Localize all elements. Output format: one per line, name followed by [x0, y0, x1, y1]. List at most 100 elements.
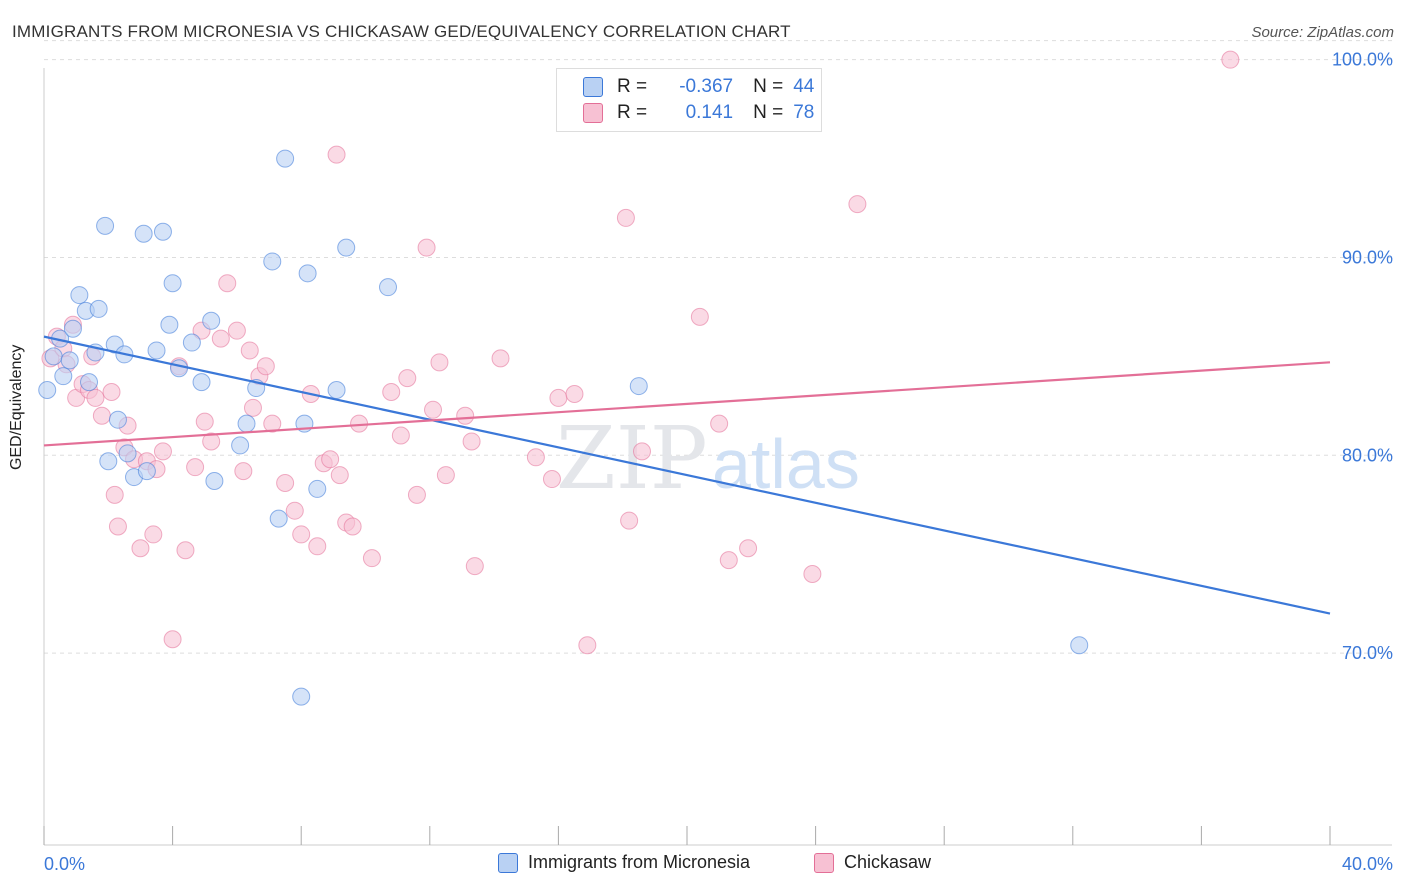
r-value-chickasaw: 0.141 — [685, 102, 734, 123]
chart-title: IMMIGRANTS FROM MICRONESIA VS CHICKASAW … — [12, 22, 791, 41]
micronesia-point — [134, 224, 153, 243]
y-axis-label: GED/Equivalency — [8, 344, 25, 470]
axes — [43, 68, 1392, 846]
legend-label-micronesia: Immigrants from Micronesia — [528, 852, 751, 872]
pink-swatch — [814, 852, 834, 873]
chickasaw-point — [398, 369, 417, 388]
micronesia-point — [1070, 636, 1089, 655]
chickasaw-point — [456, 406, 475, 425]
chickasaw-point — [462, 432, 481, 451]
micronesia-point — [153, 222, 172, 241]
x-tick-label-max: 40.0% — [1342, 854, 1393, 874]
micronesia-point — [298, 264, 317, 283]
chickasaw-point — [578, 636, 597, 655]
n-label: N = — [753, 76, 784, 97]
chickasaw-point — [240, 341, 259, 360]
chickasaw-point — [263, 414, 282, 433]
chickasaw-point — [382, 383, 401, 402]
chickasaw-point — [131, 539, 150, 558]
micronesia-point — [99, 452, 118, 471]
chickasaw-point — [256, 357, 275, 376]
chickasaw-point — [343, 517, 362, 536]
chickasaw-point — [848, 195, 867, 214]
stats-legend-row-chickasaw: R = 0.141 N = 78 — [583, 101, 814, 125]
micronesia-points — [38, 149, 1089, 706]
chickasaw-point — [276, 473, 295, 492]
chickasaw-point — [465, 557, 484, 576]
chickasaw-point — [285, 501, 304, 520]
micronesia-point — [170, 359, 189, 378]
micronesia-point — [263, 252, 282, 271]
micronesia-point — [44, 347, 63, 366]
chickasaw-point — [616, 208, 635, 227]
micronesia-point — [292, 687, 311, 706]
chickasaw-point — [362, 549, 381, 568]
chickasaw-point — [391, 426, 410, 445]
chickasaw-point — [86, 388, 105, 407]
chickasaw-point — [739, 539, 758, 558]
micronesia-point — [160, 315, 179, 334]
n-value-chickasaw: 78 — [793, 102, 815, 123]
stats-legend-row-micronesia: R = -0.367 N = 44 — [583, 75, 814, 99]
trend-lines — [43, 335, 1331, 615]
micronesia-point — [63, 319, 82, 338]
chickasaw-point — [330, 466, 349, 485]
watermark-atlas: atlas — [712, 425, 860, 503]
micronesia-point — [327, 381, 346, 400]
blue-swatch — [498, 852, 518, 873]
chickasaw-point — [565, 384, 584, 403]
series-legend: Immigrants from Micronesia Chickasaw — [0, 852, 1406, 878]
chickasaw-point — [1221, 50, 1240, 69]
chickasaw-point — [202, 432, 221, 451]
micronesia-point — [108, 410, 127, 429]
micronesia-point — [205, 472, 224, 491]
stats-legend: R = -0.367 N = 44 R = 0.141 N = 78 — [556, 68, 822, 132]
chickasaw-point — [549, 388, 568, 407]
r-label: R = — [617, 102, 648, 123]
chickasaw-point — [526, 448, 545, 467]
pink-swatch — [583, 103, 603, 123]
n-value-micronesia: 44 — [793, 76, 815, 97]
micronesia-point — [629, 377, 648, 396]
micronesia-point — [137, 462, 156, 481]
micronesia-point — [54, 367, 73, 386]
chickasaw-point — [436, 466, 455, 485]
micronesia-point — [38, 381, 57, 400]
micronesia-point — [231, 436, 250, 455]
chickasaw-point — [211, 329, 230, 348]
micronesia-point — [337, 238, 356, 257]
chickasaw-point — [195, 412, 214, 431]
micronesia-point — [192, 373, 211, 392]
tick-labels: 70.0% 80.0% 90.0% 100.0% 0.0% 40.0% — [44, 50, 1393, 874]
chickasaw-points — [41, 50, 1240, 655]
chickasaw-point — [719, 551, 738, 570]
micronesia-point — [308, 479, 327, 498]
micronesia-point — [147, 341, 166, 360]
r-label: R = — [617, 76, 648, 97]
chickasaw-point — [803, 564, 822, 583]
micronesia-point — [118, 444, 137, 463]
chickasaw-point — [144, 525, 163, 544]
chickasaw-point — [218, 274, 237, 293]
chickasaw-point — [153, 442, 172, 461]
chickasaw-point — [542, 470, 561, 489]
chickasaw-point — [327, 145, 346, 164]
chickasaw-point — [186, 458, 205, 477]
chickasaw-point — [292, 525, 311, 544]
micronesia-point — [163, 274, 182, 293]
micronesia-point — [269, 509, 288, 528]
micronesia-point — [237, 414, 256, 433]
chickasaw-point — [227, 321, 246, 340]
chickasaw-point — [163, 630, 182, 649]
y-tick-label: 70.0% — [1342, 643, 1393, 663]
r-value-micronesia: -0.367 — [679, 76, 734, 97]
chickasaw-point — [176, 541, 195, 560]
n-label: N = — [753, 102, 784, 123]
micronesia-point — [379, 278, 398, 297]
micronesia-point — [70, 286, 89, 305]
source-note: Source: ZipAtlas.com — [1251, 24, 1394, 41]
chickasaw-point — [234, 462, 253, 481]
blue-swatch — [583, 77, 603, 97]
chickasaw-point — [632, 442, 651, 461]
